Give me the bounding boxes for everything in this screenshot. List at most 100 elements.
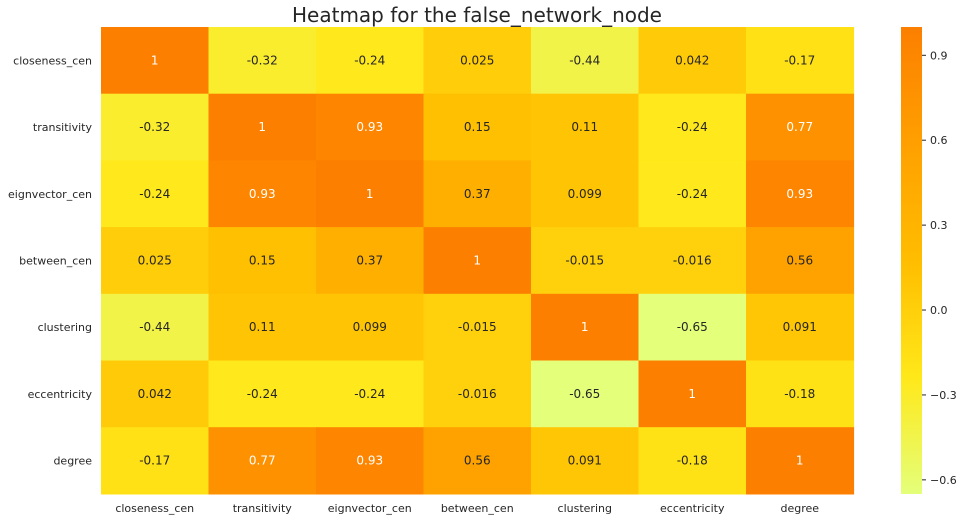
cell-value-label: -0.016 xyxy=(673,253,712,267)
heatmap-cell xyxy=(423,93,532,161)
heatmap-cell xyxy=(423,160,532,228)
heatmap-cell xyxy=(746,27,855,95)
colorbar-tick-label: 0.6 xyxy=(930,134,948,147)
heatmap-cell xyxy=(638,27,747,95)
colorbar-gradient xyxy=(901,27,922,494)
cell-value-label: 0.099 xyxy=(568,187,602,201)
cell-value-label: 1 xyxy=(366,187,374,201)
x-tick-label: degree xyxy=(780,502,819,515)
heatmap-cell xyxy=(208,27,317,95)
colorbar: 0.9 0.6 0.3 0.0 −0.3 −0.6 xyxy=(901,27,957,494)
heatmap-cell xyxy=(531,27,640,95)
heatmap-cell xyxy=(101,93,210,161)
heatmap-cell xyxy=(208,427,317,495)
heatmap-cell xyxy=(316,360,425,428)
heatmap-cell xyxy=(746,427,855,495)
heatmap-cell xyxy=(638,360,747,428)
heatmap-cell xyxy=(208,93,317,161)
cell-value-label: 0.93 xyxy=(356,454,383,468)
cell-value-label: 0.37 xyxy=(356,253,383,267)
cell-value-label: -0.24 xyxy=(354,387,385,401)
cell-value-label: 0.091 xyxy=(568,454,602,468)
chart-title: Heatmap for the false_network_node xyxy=(292,3,662,27)
colorbar-tick-label: 0.3 xyxy=(930,219,948,232)
heatmap-cell xyxy=(746,360,855,428)
cell-value-label: 0.93 xyxy=(356,120,383,134)
heatmap-cell xyxy=(316,427,425,495)
colorbar-tick-label: 0.0 xyxy=(930,304,948,317)
heatmap-cells xyxy=(101,27,855,495)
cell-value-label: 1 xyxy=(258,120,266,134)
heatmap-cell xyxy=(531,293,640,362)
y-tick-labels: closeness_cen transitivity eignvector_cenb… xyxy=(8,54,92,467)
cell-value-label: 0.77 xyxy=(249,454,276,468)
cell-value-label: -0.32 xyxy=(139,120,170,134)
cell-value-label: -0.18 xyxy=(784,387,815,401)
heatmap-cell xyxy=(423,293,532,362)
y-tick-label: between_cen xyxy=(19,254,92,267)
heatmap-cell xyxy=(208,293,317,362)
heatmap-cell xyxy=(208,227,317,295)
heatmap-cell xyxy=(101,293,210,362)
cell-value-label: 0.56 xyxy=(786,253,813,267)
heatmap-cell xyxy=(531,360,640,428)
cell-value-label: 0.93 xyxy=(786,187,813,201)
heatmap-cell xyxy=(423,227,532,295)
heatmap-cell xyxy=(638,227,747,295)
y-tick-label: clustering xyxy=(38,321,92,334)
colorbar-tick-label: −0.3 xyxy=(930,389,957,402)
cell-value-label: 0.15 xyxy=(464,120,491,134)
heatmap-cell xyxy=(316,27,425,95)
y-tick-label: degree xyxy=(53,455,92,468)
cell-value-label: -0.24 xyxy=(247,387,278,401)
heatmap-cell xyxy=(316,160,425,228)
x-tick-label: clustering xyxy=(558,502,612,515)
heatmap-cell xyxy=(638,160,747,228)
cell-value-labels: 1 -0.32 -0.24 0.025 -0.44 0.042 -0.17 -0.32 1 0.9… xyxy=(138,53,817,467)
cell-value-label: 0.15 xyxy=(249,253,276,267)
cell-value-label: 0.091 xyxy=(783,320,817,334)
cell-value-label: 0.025 xyxy=(138,253,172,267)
heatmap-cell xyxy=(423,360,532,428)
heatmap-cell xyxy=(208,160,317,228)
heatmap-cell xyxy=(531,427,640,495)
cell-value-label: -0.44 xyxy=(139,320,170,334)
cell-value-label: 1 xyxy=(796,454,804,468)
heatmap-cell xyxy=(638,93,747,161)
cell-value-label: -0.016 xyxy=(458,387,497,401)
heatmap-cell xyxy=(746,293,855,362)
x-tick-labels: closeness_cen transitivity eignvector_cen b… xyxy=(115,502,819,515)
colorbar-tick-label: 0.9 xyxy=(930,49,948,62)
cell-value-label: -0.24 xyxy=(354,53,385,67)
colorbar-tick-label: −0.6 xyxy=(930,474,957,487)
heatmap-cell xyxy=(208,360,317,428)
cell-value-label: 0.11 xyxy=(571,120,598,134)
cell-value-label: 0.042 xyxy=(138,387,172,401)
heatmap-cell xyxy=(101,27,210,95)
heatmap-cell xyxy=(101,227,210,295)
y-tick-label: transitivity xyxy=(33,121,93,134)
heatmap-cell xyxy=(746,93,855,161)
heatmap-cell xyxy=(101,427,210,495)
heatmap-cell xyxy=(531,93,640,161)
cell-value-label: -0.015 xyxy=(458,320,497,334)
y-tick-label: eignvector_cen xyxy=(8,188,92,201)
cell-value-label: -0.17 xyxy=(139,454,170,468)
cell-value-label: 0.56 xyxy=(464,454,491,468)
heatmap-cell xyxy=(316,227,425,295)
heatmap-cell xyxy=(316,93,425,161)
heatmap-cell xyxy=(638,293,747,362)
cell-value-label: -0.65 xyxy=(677,320,708,334)
cell-value-label: 0.025 xyxy=(460,53,494,67)
cell-value-label: -0.32 xyxy=(247,53,278,67)
cell-value-label: -0.24 xyxy=(677,187,708,201)
x-tick-label: transitivity xyxy=(233,502,293,515)
cell-value-label: -0.17 xyxy=(784,53,815,67)
heatmap-cell xyxy=(638,427,747,495)
cell-value-label: 0.93 xyxy=(249,187,276,201)
heatmap-cell xyxy=(101,160,210,228)
cell-value-label: 1 xyxy=(151,53,159,67)
heatmap-cell xyxy=(746,160,855,228)
cell-value-label: -0.24 xyxy=(677,120,708,134)
